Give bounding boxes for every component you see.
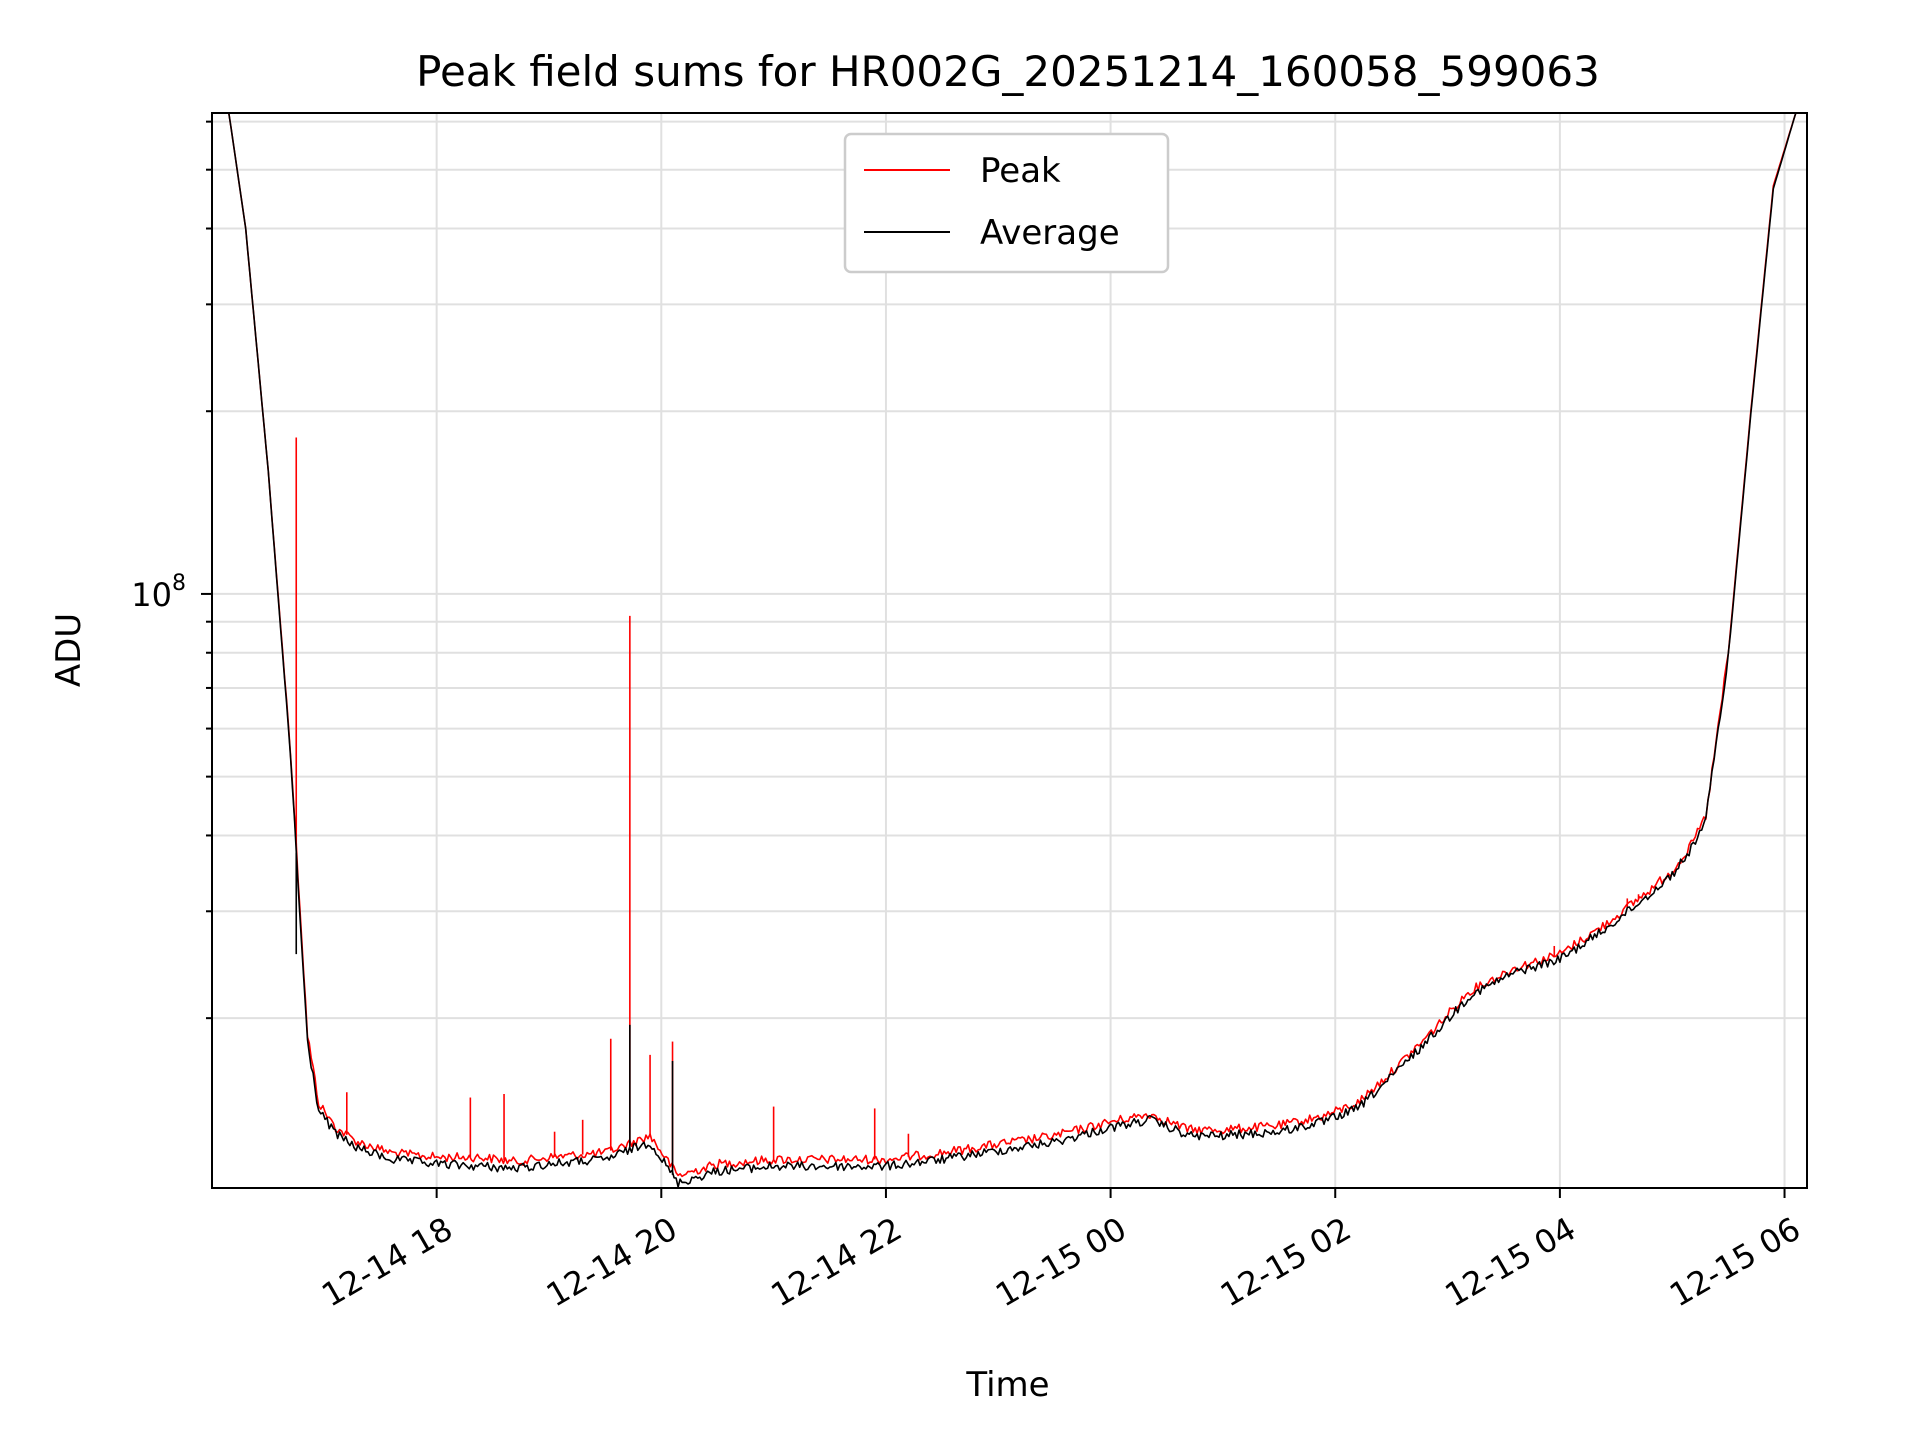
grid-layer — [212, 113, 1807, 1188]
x-axis-label: Time — [965, 1365, 1049, 1405]
legend-peak-label: Peak — [980, 151, 1061, 191]
series-layer — [212, 112, 1807, 1188]
legend: Peak Average — [843, 132, 1170, 274]
legend-average-label: Average — [980, 213, 1120, 253]
y-axis-label: ADU — [49, 613, 89, 687]
plot-area-frame — [211, 112, 1808, 1189]
chart-title: Peak field sums for HR002G_20251214_1600… — [416, 47, 1600, 96]
series-line-peak — [212, 112, 1807, 1178]
legend-box — [843, 132, 1170, 274]
series-line-average — [212, 112, 1807, 1188]
